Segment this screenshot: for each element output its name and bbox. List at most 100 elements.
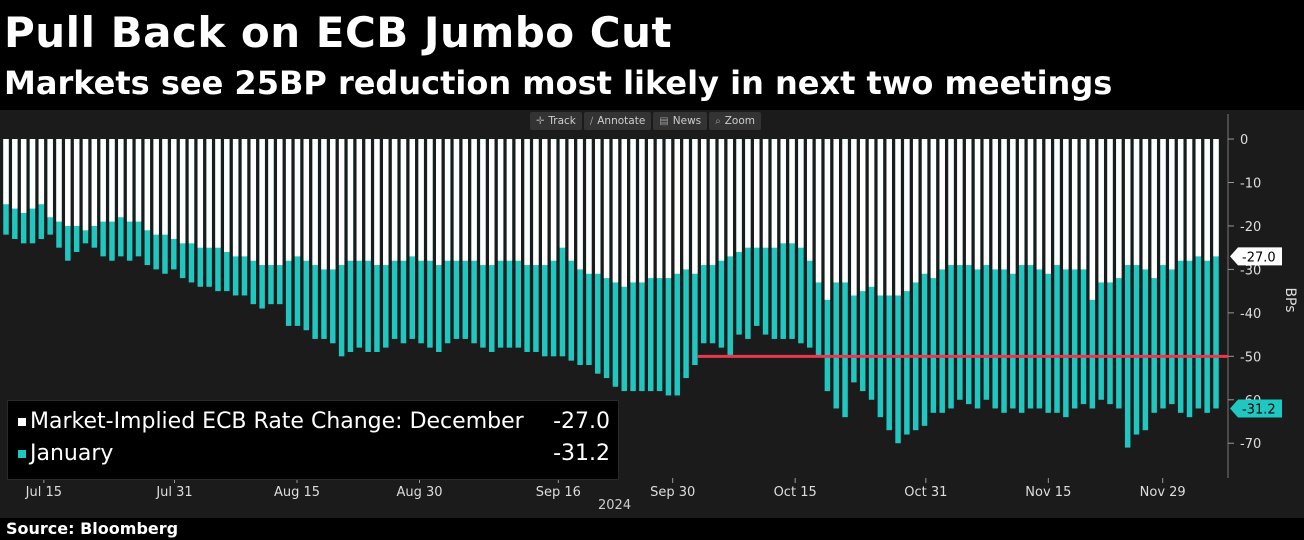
bar-december	[1089, 139, 1096, 300]
bar-december	[736, 139, 742, 253]
bar-december	[771, 139, 778, 248]
bar-december	[904, 139, 910, 292]
y-tick-label: -30	[1240, 263, 1261, 278]
bar-december	[489, 139, 495, 266]
bar-december	[1213, 139, 1219, 257]
bar-december	[1160, 139, 1166, 266]
bar-december	[992, 139, 998, 270]
bar-december	[153, 139, 159, 235]
bar-december	[692, 139, 698, 274]
x-axis-year: 2024	[598, 498, 632, 513]
bar-december	[1195, 139, 1202, 257]
legend-label-january: January	[30, 441, 114, 466]
bar-january	[1160, 139, 1166, 409]
y-axis-label: BPs	[1282, 287, 1298, 312]
bar-december	[1151, 139, 1157, 279]
bar-december	[29, 139, 36, 209]
bar-december	[603, 139, 610, 279]
bar-december	[126, 139, 133, 222]
bar-december	[321, 139, 327, 270]
bar-january	[1018, 139, 1025, 413]
bar-december	[453, 139, 460, 261]
bar-december	[224, 139, 230, 253]
bar-december	[427, 139, 433, 261]
bar-december	[303, 139, 310, 261]
bar-january	[1204, 139, 1210, 413]
bar-december	[144, 139, 151, 231]
bar-january	[948, 139, 954, 409]
bar-december	[595, 139, 601, 274]
zoom-button[interactable]: ⌕ Zoom	[709, 112, 762, 130]
pencil-icon: ∕	[589, 115, 594, 127]
bar-january	[1001, 139, 1007, 413]
bar-december	[179, 139, 186, 244]
news-label: News	[672, 115, 702, 127]
bar-january	[1186, 139, 1193, 418]
chart-title: Pull Back on ECB Jumbo Cut	[4, 8, 673, 57]
y-tick-label: 0	[1240, 133, 1248, 148]
y-tick-label: -70	[1240, 437, 1261, 452]
legend-value-january: -31.2	[553, 441, 610, 466]
bar-december	[73, 139, 80, 226]
bar-december	[1001, 139, 1007, 270]
bar-january	[921, 139, 928, 426]
bar-january	[1195, 139, 1202, 409]
bar-december	[497, 139, 504, 261]
legend-item-january[interactable]: January	[18, 441, 113, 466]
y-tick-label: -40	[1240, 307, 1261, 322]
bar-december	[656, 139, 663, 279]
bar-december	[268, 139, 274, 266]
bar-december	[824, 139, 831, 300]
bar-december	[365, 139, 371, 261]
bar-december	[674, 139, 680, 274]
bar-december	[197, 139, 204, 248]
bar-january	[1124, 139, 1131, 448]
legend-item-december[interactable]: Market-Implied ECB Rate Change: December	[18, 409, 524, 434]
news-icon: ▤	[659, 115, 669, 127]
bar-january	[983, 139, 990, 400]
bar-december	[47, 139, 53, 218]
bar-december	[171, 139, 177, 239]
bar-december	[665, 139, 672, 279]
bar-december	[957, 139, 963, 266]
bar-december	[700, 139, 707, 266]
bar-january	[912, 139, 919, 431]
track-button[interactable]: ✛ Track	[530, 112, 582, 130]
bar-december	[886, 139, 892, 296]
y-tick-label: -20	[1240, 220, 1261, 235]
bar-december	[727, 139, 733, 257]
bar-december	[347, 139, 354, 261]
bar-december	[383, 139, 389, 266]
bar-december	[56, 139, 62, 222]
bar-january	[939, 139, 945, 413]
bar-december	[718, 139, 725, 261]
bar-december	[277, 139, 283, 266]
bar-december	[683, 139, 689, 270]
source-note: Source: Bloomberg	[6, 519, 179, 538]
bar-december	[542, 139, 548, 266]
bar-december	[259, 139, 265, 266]
bar-december	[586, 139, 592, 274]
bar-december	[745, 139, 751, 248]
bar-december	[948, 139, 954, 266]
bar-december	[232, 139, 239, 257]
bar-december	[559, 139, 566, 248]
legend-swatch-january	[18, 449, 26, 458]
bar-december	[833, 139, 839, 283]
last-value-tag-january-shape	[1230, 399, 1282, 418]
bar-january	[1213, 139, 1219, 409]
bar-december	[12, 139, 18, 209]
bar-december	[206, 139, 212, 248]
bar-december	[851, 139, 857, 296]
bar-january	[1133, 139, 1140, 435]
bar-december	[550, 139, 557, 261]
x-tick-label: Nov 15	[1025, 485, 1071, 500]
bar-december	[100, 139, 106, 222]
annotate-button[interactable]: ∕ Annotate	[583, 112, 652, 130]
bar-december	[842, 139, 848, 283]
bar-december	[65, 139, 71, 226]
track-label: Track	[548, 115, 576, 127]
news-button[interactable]: ▤ News	[653, 112, 708, 130]
bar-december	[1018, 139, 1025, 266]
